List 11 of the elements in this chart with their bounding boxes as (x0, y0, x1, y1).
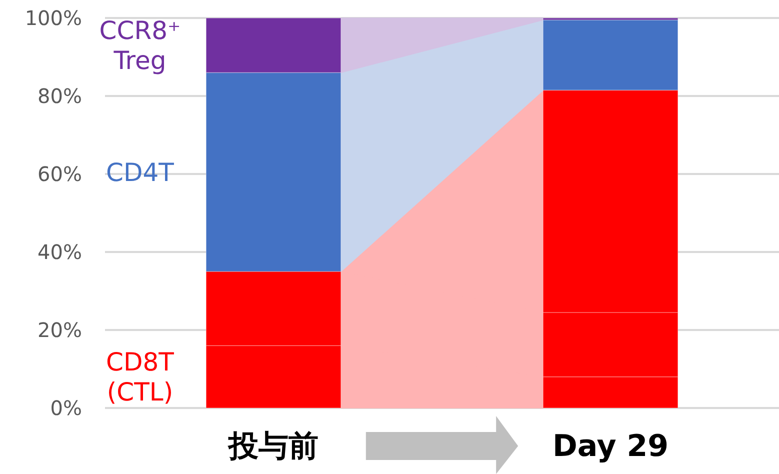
y-tick-label: 20% (38, 318, 82, 342)
x-tick-label: 投与前 (228, 429, 318, 464)
y-tick-label: 80% (38, 84, 82, 108)
series-label: CCR8⁺ Treg (99, 16, 181, 76)
series-label: CD8T (CTL) (106, 348, 175, 407)
y-tick-label: 40% (38, 240, 82, 264)
x-tick-label: Day 29 (552, 429, 668, 464)
y-tick-label: 60% (38, 162, 82, 186)
series-label: CD4T (106, 158, 175, 187)
y-tick-label: 0% (50, 396, 82, 420)
y-tick-label: 100% (24, 6, 82, 30)
